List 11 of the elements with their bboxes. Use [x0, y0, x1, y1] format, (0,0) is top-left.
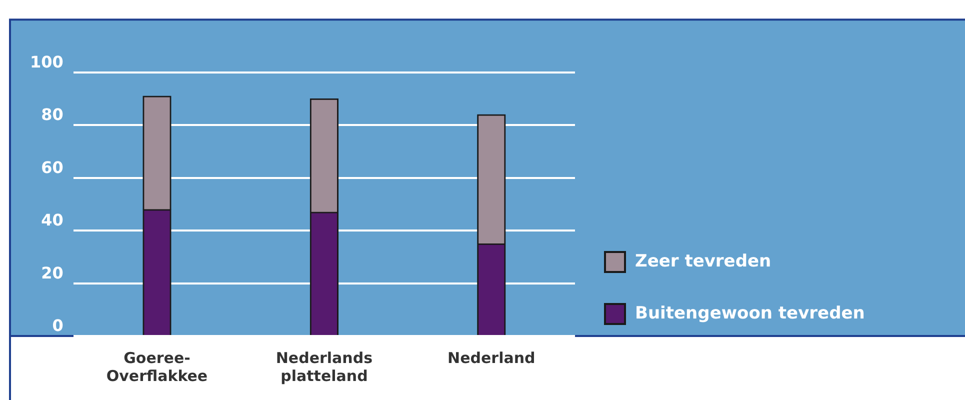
x-tick-label: Nederlands platteland: [276, 348, 373, 385]
y-tick-label: 40: [41, 210, 64, 230]
y-tick-label: 0: [52, 316, 64, 336]
legend-label: Zeer tevreden: [635, 251, 772, 272]
y-tick-label: 100: [30, 52, 64, 72]
y-tick-label: 80: [41, 105, 64, 124]
y-tick-label: 20: [41, 263, 64, 282]
x-tick-label: Goeree-Overflakkee: [106, 348, 208, 385]
y-tick-label: 60: [41, 158, 64, 177]
legend-label: Buitengewoon tevreden: [635, 303, 865, 324]
x-tick-label: Nederland: [448, 348, 536, 367]
